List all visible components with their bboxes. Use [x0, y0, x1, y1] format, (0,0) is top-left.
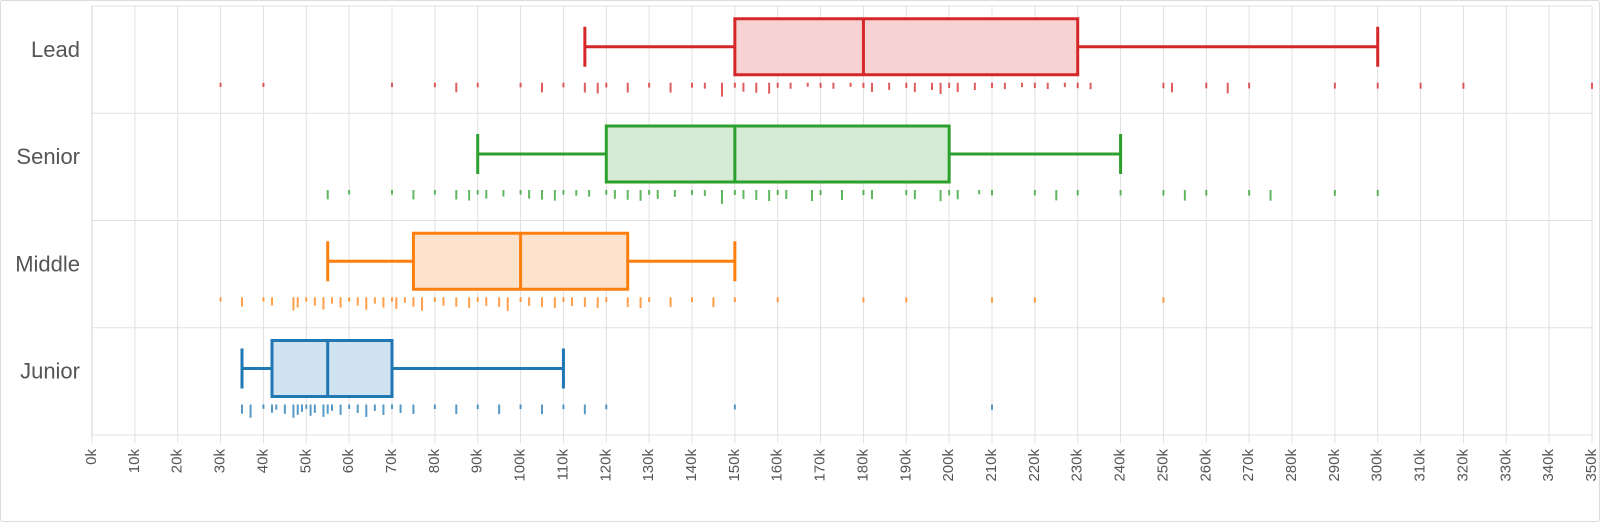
svg-text:30k: 30k	[212, 449, 229, 474]
svg-text:80k: 80k	[426, 449, 443, 474]
svg-text:Junior: Junior	[20, 359, 80, 384]
svg-text:70k: 70k	[383, 449, 400, 474]
box-middle	[328, 233, 735, 289]
svg-text:320k: 320k	[1454, 449, 1471, 482]
box-senior	[478, 126, 1121, 182]
svg-text:180k: 180k	[854, 449, 871, 482]
svg-text:130k: 130k	[640, 449, 657, 482]
svg-text:270k: 270k	[1240, 449, 1257, 482]
svg-text:250k: 250k	[1154, 449, 1171, 482]
svg-text:210k: 210k	[983, 449, 1000, 482]
box-lead	[585, 19, 1378, 75]
svg-text:220k: 220k	[1026, 449, 1043, 482]
svg-text:0k: 0k	[83, 449, 100, 465]
svg-text:150k: 150k	[726, 449, 743, 482]
svg-text:140k: 140k	[683, 449, 700, 482]
chart-svg: 0k 10k 20k 30k 40k 50k 60k 70k 80k 90k 100k 110k 120…	[0, 0, 1600, 522]
svg-text:300k: 300k	[1369, 449, 1386, 482]
svg-text:170k: 170k	[812, 449, 829, 482]
svg-text:350k: 350k	[1583, 449, 1600, 482]
svg-text:240k: 240k	[1112, 449, 1129, 482]
svg-text:50k: 50k	[297, 449, 314, 474]
jitter-junior	[242, 405, 992, 418]
svg-text:200k: 200k	[940, 449, 957, 482]
svg-text:40k: 40k	[254, 449, 271, 474]
svg-text:Senior: Senior	[16, 144, 80, 169]
svg-text:230k: 230k	[1069, 449, 1086, 482]
svg-text:260k: 260k	[1197, 449, 1214, 482]
svg-text:160k: 160k	[769, 449, 786, 482]
svg-text:100k: 100k	[512, 449, 529, 482]
svg-text:340k: 340k	[1540, 449, 1557, 482]
svg-text:20k: 20k	[169, 449, 186, 474]
svg-text:Lead: Lead	[31, 37, 80, 62]
svg-text:120k: 120k	[597, 449, 614, 482]
svg-text:60k: 60k	[340, 449, 357, 474]
salary-boxplot-chart: 0k 10k 20k 30k 40k 50k 60k 70k 80k 90k 100k 110k 120…	[0, 0, 1600, 522]
svg-text:310k: 310k	[1412, 449, 1429, 482]
svg-text:190k: 190k	[897, 449, 914, 482]
svg-text:110k: 110k	[554, 449, 571, 481]
svg-text:Middle: Middle	[15, 251, 80, 276]
jitter-senior	[328, 190, 1378, 204]
svg-text:90k: 90k	[469, 449, 486, 474]
svg-text:280k: 280k	[1283, 449, 1300, 482]
svg-text:330k: 330k	[1497, 449, 1514, 482]
box-junior	[242, 341, 563, 397]
svg-text:290k: 290k	[1326, 449, 1343, 482]
svg-text:10k: 10k	[126, 449, 143, 474]
